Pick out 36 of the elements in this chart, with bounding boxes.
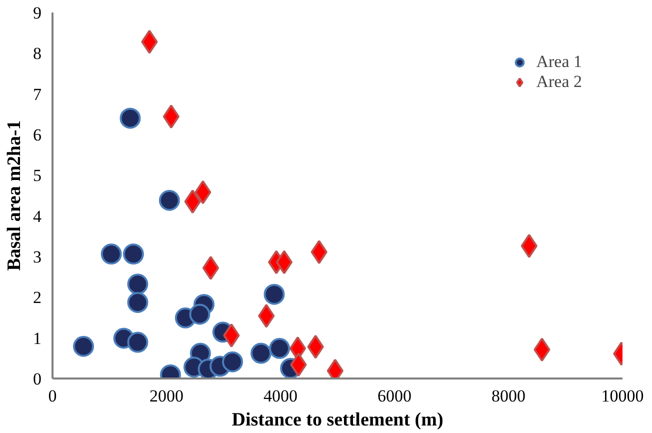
point [264,284,285,305]
point [100,244,122,265]
point [162,104,180,129]
legend-label: Area 2 [536,72,582,92]
y-tick-label: 0 [33,370,42,388]
y-tick-label: 3 [33,248,42,266]
x-axis-title: Distance to settlement (m) [232,410,444,430]
y-tick-label: 5 [33,166,42,186]
y-tick-label: 9 [33,4,42,22]
point [276,250,293,274]
y-tick-label: 6 [33,126,42,144]
point [127,274,148,295]
point [158,190,180,211]
point [127,292,148,313]
y-axis-title: Basal area m2ha-1 [4,120,25,271]
y-tick-label: 7 [33,84,42,104]
point [189,304,210,325]
x-tick-label: 2000 [150,386,184,406]
y-tick-label: 8 [33,44,42,64]
y-tick-label: 1 [33,328,42,348]
x-tick-label: 4000 [264,386,298,406]
point [120,108,141,129]
point [222,351,244,372]
point [122,244,144,265]
legend-label: Area 1 [536,52,582,72]
point [250,342,272,364]
y-tick-label: 4 [33,206,42,226]
x-tick-label: 6000 [378,386,412,406]
point [269,338,290,359]
y-tick-label: 2 [33,288,42,308]
x-tick-label: 8000 [492,386,526,406]
x-tick-label: 10000 [601,386,644,406]
point [202,256,220,280]
x-tick-label: 0 [48,386,57,406]
point [127,332,148,353]
point [73,336,94,357]
